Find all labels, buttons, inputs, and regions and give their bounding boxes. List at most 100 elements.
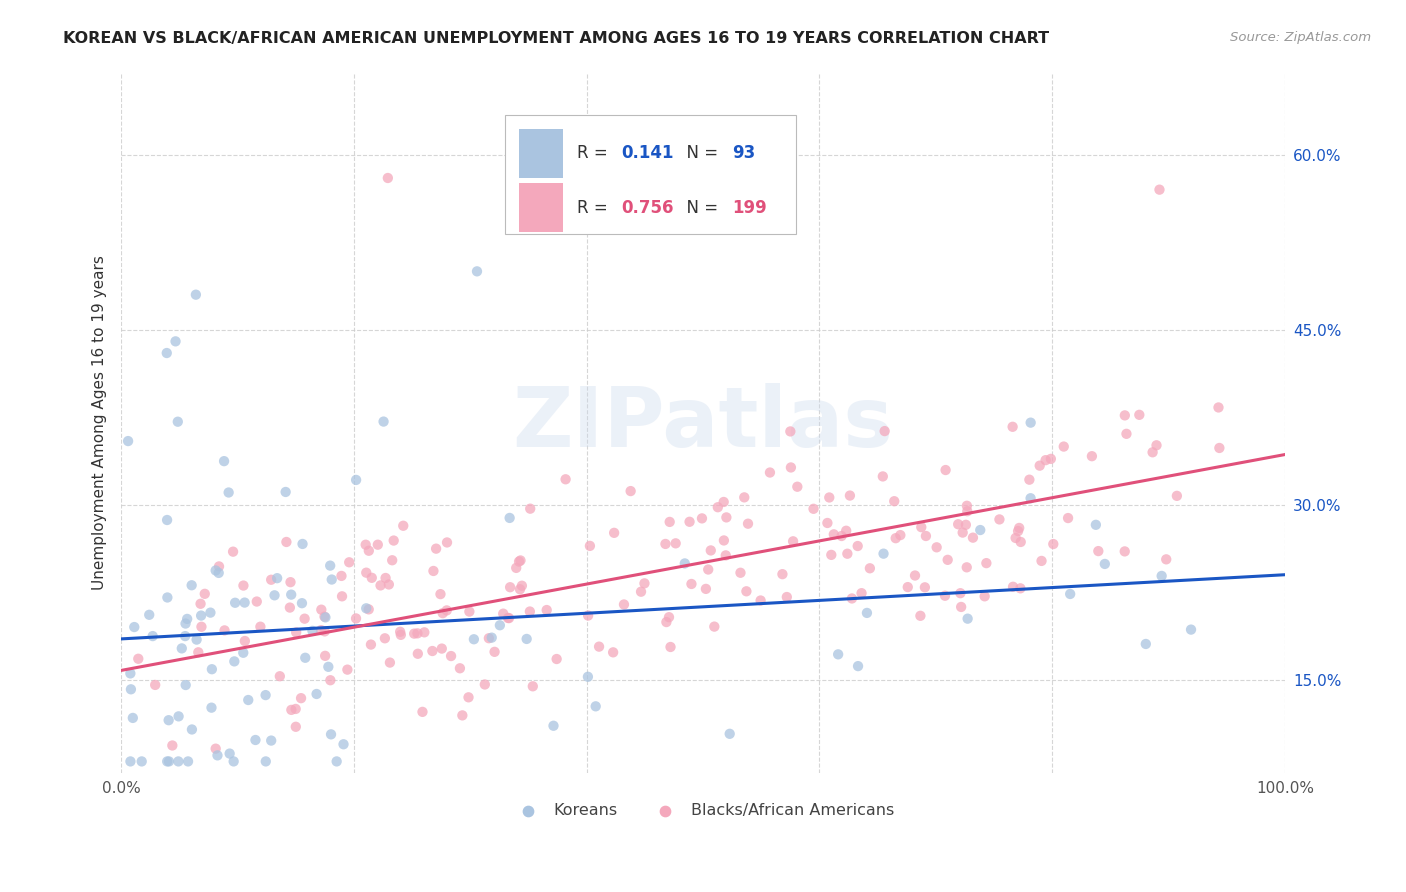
Point (713, 495, 735, 509)
Point (884, 531, 907, 545)
Point (509, 582, 531, 597)
Point (181, 723, 204, 737)
Point (915, 529, 938, 543)
Point (232, 646, 254, 660)
Point (124, 620, 146, 634)
Point (519, 605, 541, 619)
Point (263, 588, 285, 602)
Point (1166, 489, 1188, 503)
Point (713, 533, 735, 548)
Point (1035, 453, 1057, 467)
Point (835, 524, 858, 538)
Point (204, 741, 226, 756)
Point (325, 755, 347, 769)
Point (120, 682, 142, 697)
Point (280, 703, 302, 717)
Point (156, 346, 179, 360)
Point (1019, 416, 1042, 430)
Point (949, 586, 972, 600)
Point (190, 597, 212, 611)
Point (319, 673, 342, 688)
Text: Source: ZipAtlas.com: Source: ZipAtlas.com (1230, 31, 1371, 45)
Point (278, 600, 301, 615)
Point (218, 747, 240, 761)
Point (157, 755, 180, 769)
Point (314, 610, 336, 624)
Point (730, 566, 752, 580)
Point (786, 480, 808, 494)
Point (952, 525, 974, 540)
Point (1114, 544, 1136, 558)
Point (451, 708, 474, 723)
Point (280, 588, 302, 602)
Point (519, 501, 541, 516)
Point (254, 688, 277, 702)
Point (187, 645, 209, 659)
Point (166, 415, 188, 429)
Point (294, 650, 316, 665)
Point (204, 564, 226, 578)
Point (489, 618, 512, 632)
Point (117, 434, 139, 448)
Point (946, 517, 969, 532)
Point (508, 555, 530, 569)
Point (344, 473, 367, 487)
Point (269, 669, 291, 683)
Point (714, 549, 737, 563)
Point (194, 587, 217, 601)
Point (718, 727, 741, 741)
Point (658, 515, 681, 529)
Point (735, 584, 758, 599)
Point (749, 593, 772, 607)
Point (440, 648, 463, 663)
Point (1007, 524, 1029, 538)
Point (492, 607, 515, 621)
Point (354, 601, 377, 615)
Point (1081, 449, 1104, 463)
Point (314, 609, 336, 624)
Point (498, 611, 520, 625)
Point (737, 516, 759, 531)
Point (156, 591, 179, 605)
Point (314, 624, 336, 639)
Point (291, 537, 314, 551)
Point (422, 644, 444, 658)
Point (218, 485, 240, 500)
Point (157, 713, 180, 727)
Point (1059, 587, 1081, 601)
Point (1018, 473, 1040, 487)
Point (370, 578, 392, 592)
Point (859, 561, 882, 575)
Point (208, 559, 231, 574)
Point (174, 678, 197, 692)
FancyBboxPatch shape (519, 184, 564, 232)
Point (246, 594, 269, 608)
Point (200, 606, 222, 620)
Point (184, 287, 207, 301)
Y-axis label: Unemployment Among Ages 16 to 19 years: Unemployment Among Ages 16 to 19 years (93, 256, 107, 591)
Point (190, 620, 212, 634)
Point (716, 510, 738, 524)
Point (180, 578, 202, 592)
Point (976, 556, 998, 570)
Point (330, 569, 353, 583)
Point (579, 539, 602, 553)
Point (969, 523, 991, 537)
Point (411, 705, 433, 719)
Point (174, 616, 197, 631)
Point (567, 124, 589, 138)
Point (956, 612, 979, 626)
Point (474, 677, 496, 691)
Point (332, 737, 354, 751)
Point (314, 648, 336, 663)
Point (142, 629, 165, 643)
FancyBboxPatch shape (519, 128, 564, 178)
Point (360, 638, 382, 652)
Point (655, 615, 678, 629)
Point (703, 619, 725, 633)
Point (224, 596, 246, 610)
Point (280, 575, 302, 590)
Point (392, 518, 415, 533)
Point (319, 727, 342, 741)
Point (360, 571, 382, 585)
